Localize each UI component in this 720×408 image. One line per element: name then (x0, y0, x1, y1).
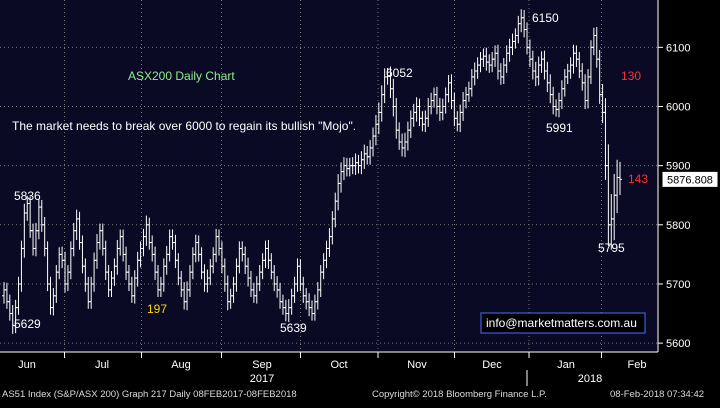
x-year-label: 2017 (250, 373, 274, 385)
price-label: 143 (628, 172, 648, 186)
plot-background (0, 0, 658, 352)
contact-email: info@marketmatters.com.au (486, 316, 637, 330)
price-label: 5991 (546, 121, 573, 135)
y-tick-label: 5800 (666, 220, 690, 232)
footer-copyright: Copyright© 2018 Bloomberg Finance L.P. (372, 389, 547, 400)
x-month-label: Jun (18, 359, 36, 371)
chart-title: ASX200 Daily Chart (128, 69, 235, 83)
contact-box (480, 312, 646, 334)
x-month-label: Jul (95, 359, 109, 371)
price-label: 197 (147, 302, 167, 316)
y-tick-label: 5600 (666, 338, 690, 350)
price-label: 6150 (532, 11, 559, 25)
axis-layer: 5600 5700 5800 5900 6000 6100 Jun Jul Aug Sep Oct N… (0, 0, 690, 386)
x-month-label: Nov (407, 359, 427, 371)
footer-bar: AS51 Index (S&P/ASX 200) Graph 217 Daily… (0, 386, 720, 403)
x-month-label: Aug (171, 359, 191, 371)
price-label: 5629 (14, 317, 41, 331)
footer-timestamp: 08-Feb-2018 07:34:42 (610, 389, 705, 400)
x-month-label: Dec (482, 359, 502, 371)
last-price-label: 5876.808 (667, 174, 713, 186)
last-price-box (661, 170, 719, 188)
y-tick-label: 6000 (666, 101, 690, 113)
price-label: 5795 (598, 241, 625, 255)
labels-layer: 5876.808 ASX200 Daily Chart The market nee… (12, 11, 719, 335)
y-tick-label: 5900 (666, 161, 690, 173)
grid-layer (0, 0, 658, 352)
annotation-note: The market needs to break over 6000 to r… (12, 119, 356, 133)
x-year-label: 2018 (578, 373, 602, 385)
x-month-label: Jan (557, 359, 575, 371)
bars-layer (2, 9, 622, 334)
price-label: 130 (621, 69, 641, 83)
price-label: 6052 (386, 66, 413, 80)
ohlc-bar (618, 161, 622, 195)
x-month-label: Sep (252, 359, 272, 371)
x-month-label: Oct (330, 359, 347, 371)
price-label: 5836 (14, 189, 41, 203)
y-tick-label: 5700 (666, 279, 690, 291)
price-label: 5639 (280, 321, 307, 335)
y-tick-label: 6100 (666, 42, 690, 54)
footer-source: AS51 Index (S&P/ASX 200) Graph 217 Daily… (2, 389, 297, 400)
x-month-label: Feb (628, 359, 647, 371)
